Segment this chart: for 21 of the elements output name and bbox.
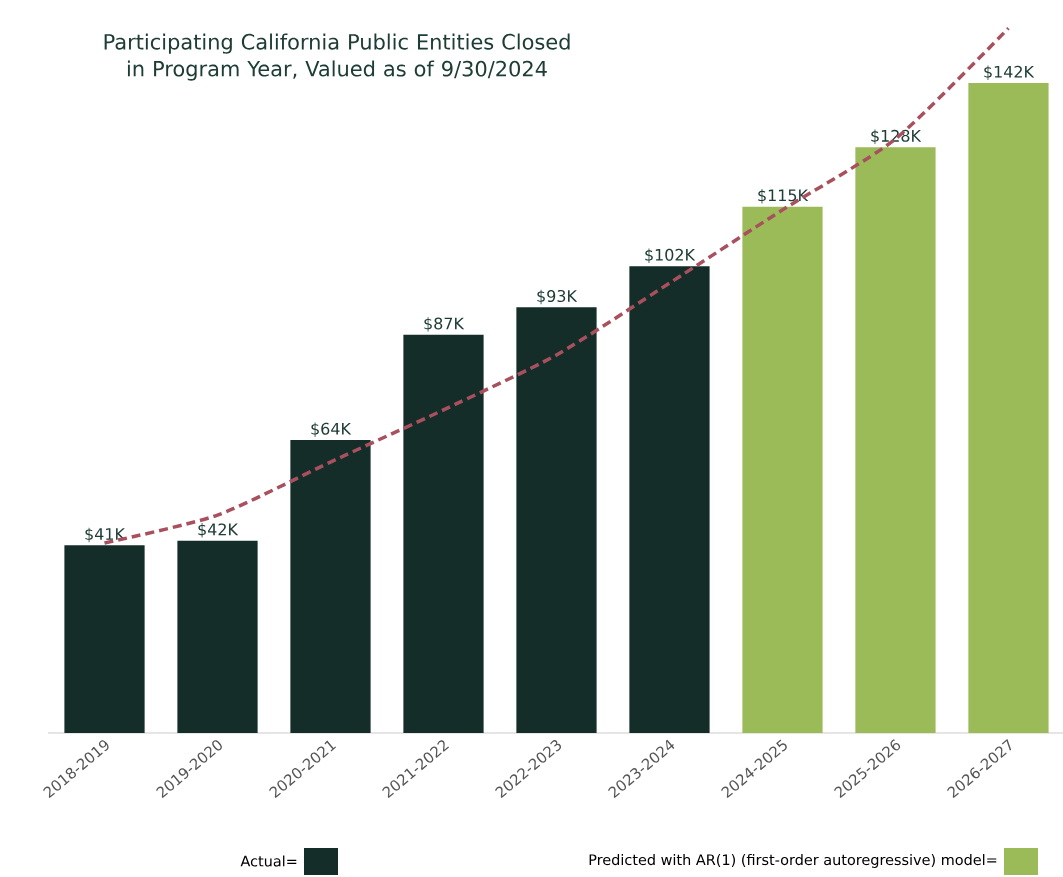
- bar: [290, 440, 371, 733]
- data-label: $93K: [537, 289, 578, 305]
- bar: [742, 206, 823, 733]
- text: Participating California Public Entities Closed in Program Year, Valued as of 9/30/2024: [104, 33, 570, 81]
- bar: [855, 147, 936, 733]
- bar: [177, 540, 258, 733]
- data-label: $64K: [311, 422, 352, 437]
- legend-label: Actual=: [240, 855, 297, 867]
- bar: [629, 266, 710, 733]
- bar: [64, 545, 145, 733]
- data-label: $115K: [758, 189, 809, 204]
- data-label: $41K: [85, 527, 126, 543]
- data-label: $42K: [198, 523, 239, 538]
- data-label: $102K: [645, 248, 696, 263]
- data-label: $142K: [984, 65, 1035, 80]
- bar: [968, 83, 1049, 733]
- data-label: $87K: [424, 317, 465, 332]
- data-label: $128K: [871, 129, 922, 144]
- bar: [403, 334, 484, 733]
- legend-label: Predicted with AR(1) (first-order autoregressive) model=: [589, 853, 997, 868]
- bar: [516, 307, 597, 733]
